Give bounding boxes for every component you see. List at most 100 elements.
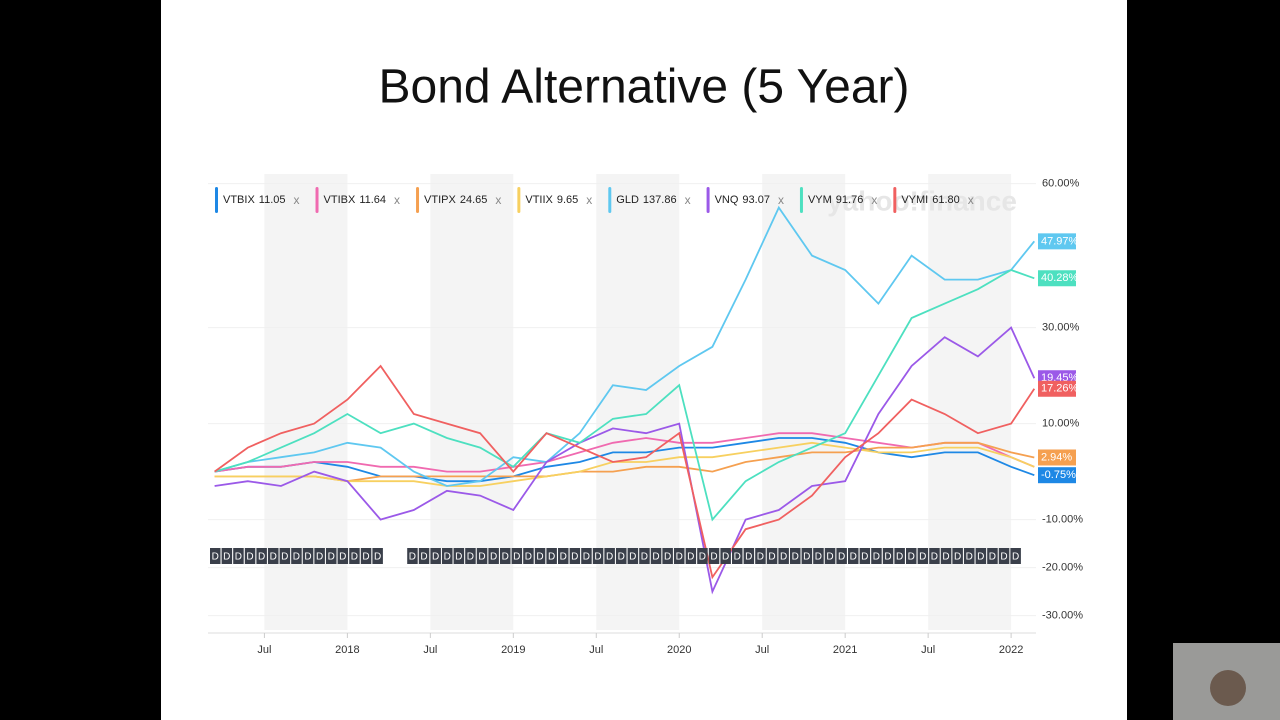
dividend-marker: D [954, 552, 961, 563]
dividend-marker: D [223, 552, 230, 563]
dividend-box [836, 548, 847, 564]
watermark: yahoo!finance [827, 185, 1017, 216]
dividend-marker: D [467, 552, 474, 563]
dividend-box [604, 548, 615, 564]
legend-remove: x [495, 193, 501, 207]
y-tick-label: -10.00% [1042, 514, 1083, 526]
dividend-box [987, 548, 998, 564]
x-tick-label: 2019 [501, 644, 525, 656]
dividend-box [476, 548, 488, 564]
dividend-box [302, 548, 314, 564]
legend-price: 11.64 [359, 194, 386, 206]
dividend-marker: D [594, 552, 601, 563]
legend-remove: x [294, 193, 300, 207]
dividend-marker: D [884, 552, 891, 563]
dividend-box [882, 548, 894, 564]
dividend-marker: D [815, 552, 822, 563]
dividend-box [546, 548, 557, 564]
legend-remove: x [778, 193, 784, 207]
legend-remove: x [394, 193, 400, 207]
dividend-box [674, 548, 685, 564]
dividend-box [337, 548, 349, 564]
dividend-marker: D [513, 552, 520, 563]
dividend-box [720, 548, 731, 564]
legend-swatch [608, 187, 612, 213]
dividend-marker: D [629, 552, 636, 563]
dividend-box [314, 548, 325, 564]
dividend-box [244, 548, 256, 564]
dividend-box [975, 548, 987, 564]
legend-remove: x [685, 193, 691, 207]
dividend-marker: D [1000, 552, 1007, 563]
dividend-box [256, 548, 267, 564]
dividend-box [534, 548, 546, 564]
dividend-marker: D [652, 552, 659, 563]
dividend-box [859, 548, 871, 564]
dividend-marker: D [931, 552, 938, 563]
legend-price: 93.07 [742, 194, 770, 206]
dividend-box [708, 548, 720, 564]
end-label-box [1038, 467, 1076, 484]
dividend-marker: D [212, 552, 219, 563]
dividend-box [453, 548, 465, 564]
legend-swatch [315, 187, 319, 213]
dividend-box [210, 548, 221, 564]
dividend-marker: D [571, 552, 578, 563]
dividend-box [778, 548, 789, 564]
legend-price: 91.76 [836, 194, 864, 206]
dividend-marker: D [351, 552, 358, 563]
dividend-box [929, 548, 940, 564]
y-tick-label: -30.00% [1042, 610, 1083, 622]
legend-swatch [706, 187, 710, 213]
slide-title: Bond Alternative (5 Year) [378, 61, 909, 114]
dividend-marker: D [803, 552, 810, 563]
dividend-marker: D [896, 552, 903, 563]
legend-name: VTIBX [324, 194, 356, 206]
legend-swatch [893, 187, 897, 213]
end-label-box [1038, 270, 1076, 287]
dividend-box [824, 548, 836, 564]
dividend-marker: D [281, 552, 288, 563]
legend-name: VYM [808, 194, 832, 206]
legend-remove: x [586, 193, 592, 207]
dividend-box [766, 548, 778, 564]
series-line [214, 364, 1036, 580]
dividend-marker: D [328, 552, 335, 563]
dividend-marker: D [710, 552, 717, 563]
x-tick-label: 2021 [833, 644, 857, 656]
dividend-marker: D [444, 552, 451, 563]
dividend-marker: D [942, 552, 949, 563]
dividend-marker: D [745, 552, 752, 563]
end-label: -0.75% [1041, 469, 1076, 481]
y-tick-label: 10.00% [1042, 418, 1080, 430]
series-line [214, 437, 1035, 483]
dividend-box [523, 548, 534, 564]
dividend-box [616, 548, 627, 564]
legend-name: GLD [616, 194, 639, 206]
dividend-marker: D [676, 552, 683, 563]
end-label: 47.97% [1041, 235, 1079, 247]
legend-swatch [215, 187, 218, 213]
dividend-box [592, 548, 604, 564]
dividend-box [790, 548, 801, 564]
dividend-box [755, 548, 766, 564]
dividend-marker: D [304, 552, 311, 563]
legend-price: 11.05 [259, 194, 286, 206]
dividend-box [964, 548, 975, 564]
x-tick-label: Jul [755, 644, 769, 656]
dividend-marker: D [641, 552, 648, 563]
dividend-marker: D [270, 552, 277, 563]
x-tick-label: Jul [921, 644, 935, 656]
dividend-box [372, 548, 383, 564]
end-label: 40.28% [1041, 272, 1079, 284]
dividend-marker: D [966, 552, 973, 563]
legend-price: 61.80 [932, 194, 960, 206]
dividend-box [500, 548, 511, 564]
dividend-box [894, 548, 905, 564]
dividend-box [418, 548, 430, 564]
dividend-marker: D [989, 552, 996, 563]
end-label-box [1038, 449, 1076, 466]
legend-swatch [799, 187, 803, 213]
dividend-marker: D [873, 552, 880, 563]
legend-name: VTBIX [223, 194, 255, 206]
